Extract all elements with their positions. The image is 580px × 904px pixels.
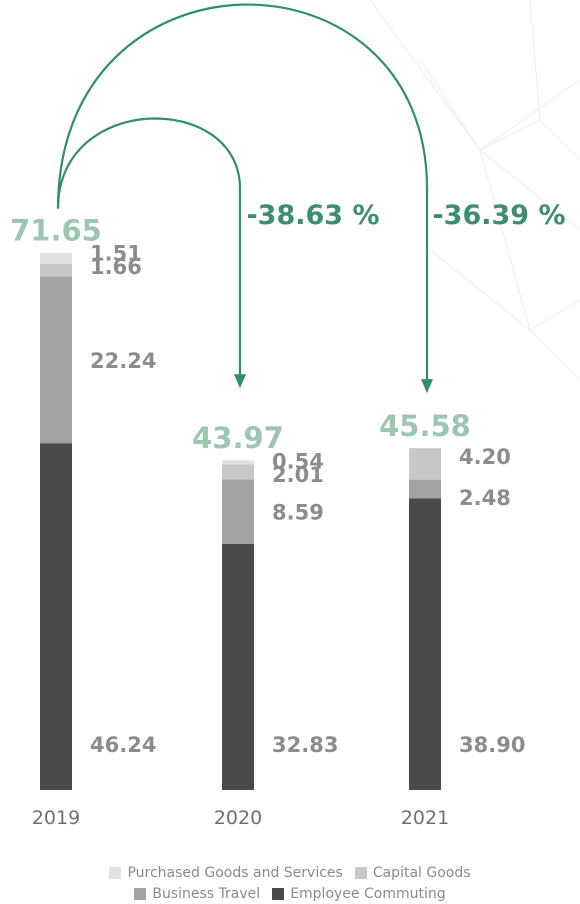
legend-row-1: Purchased Goods and Services Capital Goo… <box>0 862 580 883</box>
total-label-2019: 71.65 <box>10 214 102 248</box>
labels-layer: 2019 71.65 2020 43.97 2021 45.58 46.24 32.83 38.… <box>10 200 565 829</box>
legend-row-2: Business Travel Employee Commuting <box>0 883 580 904</box>
legend-label-capital-goods: Capital Goods <box>372 864 471 881</box>
bar-employee-commuting-2020 <box>222 543 254 790</box>
legend-swatch-capital-goods <box>354 866 367 879</box>
bar-capital-goods-2019 <box>40 263 72 277</box>
arrow-2019-to-2020 <box>56 117 242 379</box>
value-label-capital-goods-2021: 4.20 <box>459 445 511 469</box>
value-label-employee-commuting-2020: 32.83 <box>272 733 338 757</box>
legend-label-purchased-goods: Purchased Goods and Services <box>127 864 343 881</box>
change-label-2021: -36.39 % <box>432 200 565 231</box>
x-tick-label-2020: 2020 <box>214 807 262 829</box>
total-label-2021: 45.58 <box>379 409 471 443</box>
x-tick-label-2019: 2019 <box>32 807 80 829</box>
bar-purchased-goods-and-services-2019 <box>40 252 72 264</box>
bar-employee-commuting-2021 <box>409 498 441 790</box>
value-label-business-travel-2021: 2.48 <box>459 486 511 510</box>
bar-business-travel-2019 <box>40 276 72 444</box>
bar-business-travel-2021 <box>409 479 441 499</box>
arrow-2019-to-2020-head <box>234 374 246 389</box>
change-label-2020: -38.63 % <box>246 200 379 231</box>
value-label-business-travel-2020: 8.59 <box>272 501 324 525</box>
bar-employee-commuting-2019 <box>40 443 72 790</box>
value-label-employee-commuting-2021: 38.90 <box>459 733 525 757</box>
bars-layer <box>40 252 441 790</box>
value-label-purchased-goods-and-services-2020: 0.54 <box>272 449 324 473</box>
arrows-layer <box>56 3 433 394</box>
bar-business-travel-2020 <box>222 479 254 544</box>
legend-item-employee-commuting: Employee Commuting <box>272 885 446 902</box>
x-tick-label-2021: 2021 <box>401 807 449 829</box>
value-label-purchased-goods-and-services-2019: 1.51 <box>90 241 142 265</box>
bar-purchased-goods-and-services-2020 <box>222 460 254 465</box>
legend-swatch-employee-commuting <box>272 887 285 900</box>
legend-item-purchased-goods: Purchased Goods and Services <box>109 864 343 881</box>
value-label-capital-goods-2020: 2.01 <box>272 463 324 487</box>
value-label-employee-commuting-2019: 46.24 <box>90 733 156 757</box>
legend-item-business-travel: Business Travel <box>134 886 260 902</box>
bar-capital-goods-2021 <box>409 448 441 480</box>
arrow-2019-to-2021 <box>56 3 429 384</box>
total-label-2020: 43.97 <box>192 421 284 455</box>
legend-item-capital-goods: Capital Goods <box>354 864 471 881</box>
legend-swatch-purchased-goods <box>109 866 122 879</box>
legend-label-employee-commuting: Employee Commuting <box>290 885 446 902</box>
legend: Purchased Goods and Services Capital Goo… <box>0 862 580 904</box>
arrow-2019-to-2021-head <box>421 379 433 394</box>
value-label-capital-goods-2019: 1.66 <box>90 255 142 279</box>
value-label-business-travel-2019: 22.24 <box>90 349 156 373</box>
legend-label-business-travel: Business Travel <box>152 885 261 902</box>
legend-swatch-business-travel <box>134 887 147 900</box>
bar-capital-goods-2020 <box>222 464 254 480</box>
